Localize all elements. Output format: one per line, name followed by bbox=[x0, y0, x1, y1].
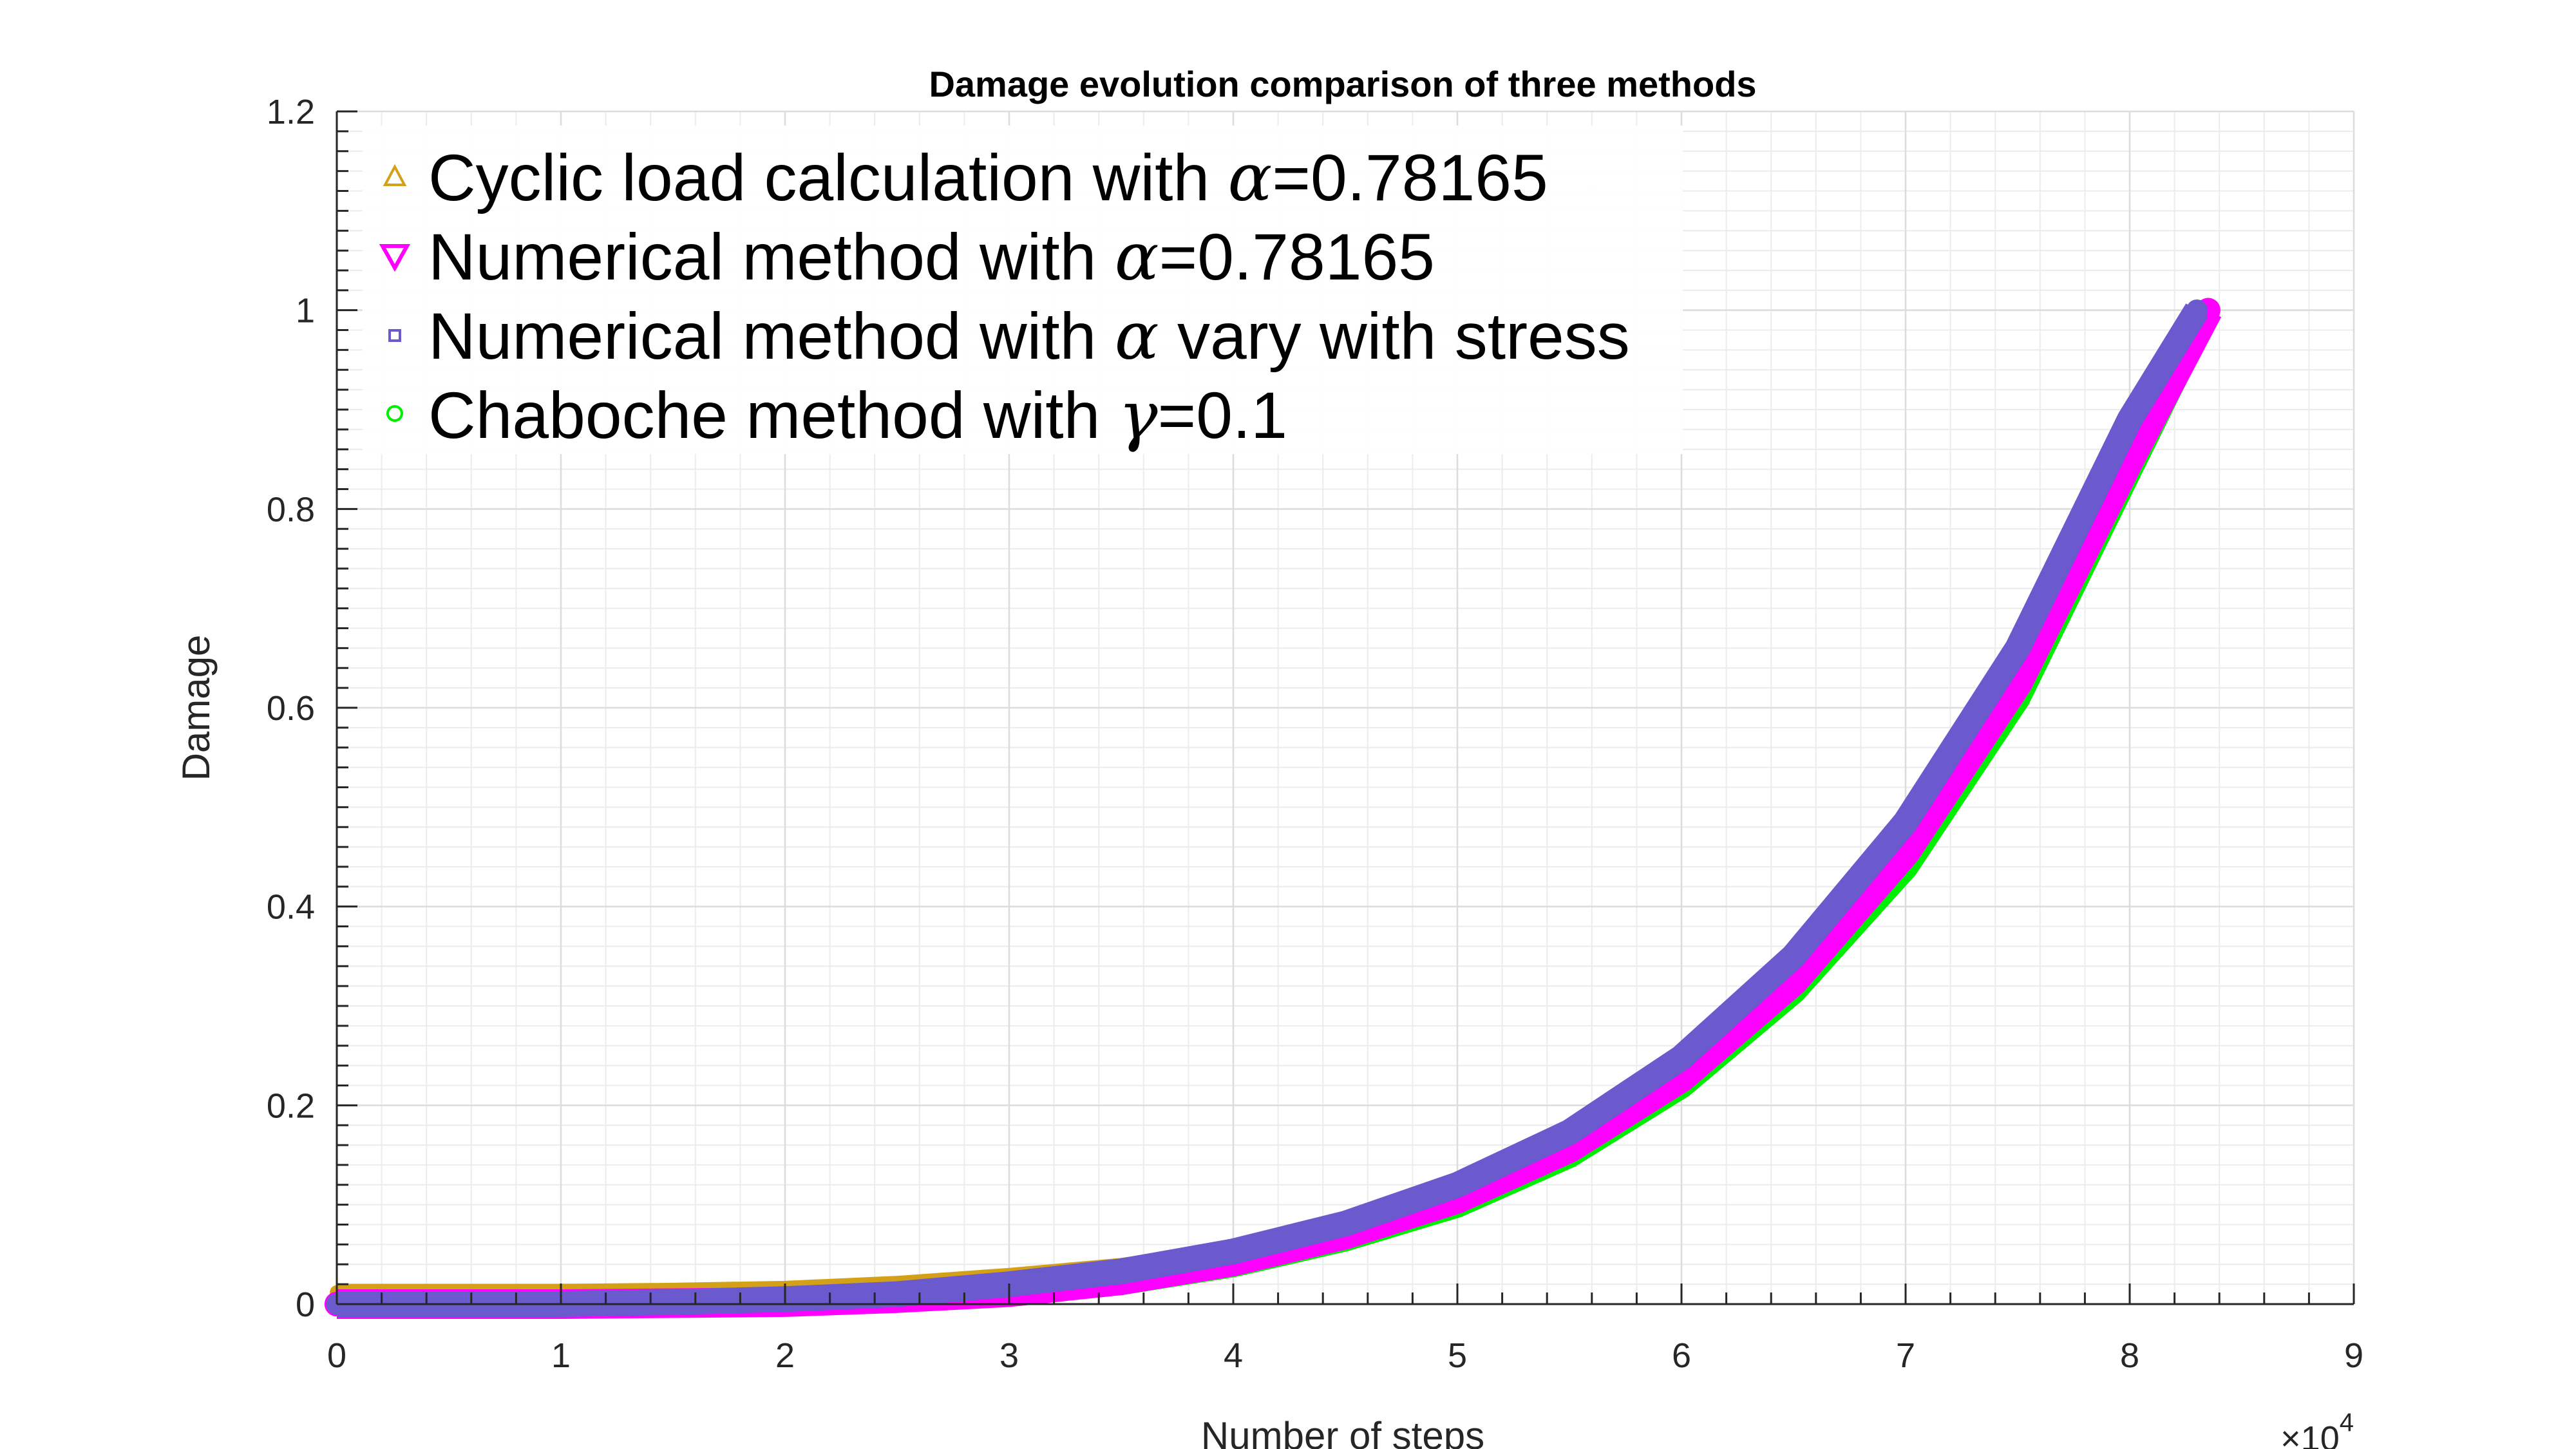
legend-text-suffix: =0.78165 bbox=[1159, 220, 1435, 294]
legend-marker-4 bbox=[386, 405, 403, 422]
series-3-point bbox=[1334, 1213, 1356, 1235]
series-3-point bbox=[2186, 299, 2208, 321]
y-axis-label: Damage bbox=[175, 635, 218, 781]
x-tick-label: 4 bbox=[1224, 1336, 1243, 1375]
legend-box bbox=[363, 126, 1683, 454]
legend-text-prefix: Numerical method with bbox=[428, 220, 1115, 294]
axes bbox=[336, 110, 2355, 1305]
y-tick-label: 0.8 bbox=[267, 490, 315, 529]
x-tick-label: 6 bbox=[1672, 1336, 1691, 1375]
series-3-point bbox=[1783, 945, 1804, 967]
y-tick-label: 1 bbox=[296, 292, 315, 330]
legend-marker-3 bbox=[388, 329, 401, 342]
series-3-point bbox=[1222, 1240, 1244, 1262]
legend-greek-symbol: α bbox=[1115, 298, 1159, 375]
series-3-point bbox=[1446, 1174, 1468, 1196]
legend-text-prefix: Cyclic load calculation with bbox=[428, 141, 1228, 214]
x-tick-label: 8 bbox=[2120, 1336, 2139, 1375]
series-3-point bbox=[1671, 1046, 1692, 1068]
legend-greek-symbol: α bbox=[1115, 219, 1159, 296]
legend: Cyclic load calculation with α=0.78165Nu… bbox=[363, 126, 1683, 454]
legend-greek-symbol: γ bbox=[1119, 377, 1159, 454]
x-tick-label: 5 bbox=[1448, 1336, 1467, 1375]
x-axis-exponent: ×104 bbox=[2280, 1408, 2354, 1449]
legend-text-prefix: Chaboche method with bbox=[428, 379, 1119, 452]
series-line-3 bbox=[337, 303, 2208, 1317]
y-tick-label: 0.4 bbox=[267, 888, 315, 927]
x-tick-label: 9 bbox=[2344, 1336, 2363, 1375]
y-tick-label: 0.6 bbox=[267, 689, 315, 728]
x-tick-label: 1 bbox=[551, 1336, 571, 1375]
series-3-point bbox=[662, 1291, 684, 1313]
series-3-point bbox=[886, 1283, 908, 1305]
series-3-point bbox=[1558, 1121, 1580, 1143]
x-exponent-power: 4 bbox=[2340, 1408, 2354, 1437]
y-tick-label: 0.2 bbox=[267, 1086, 315, 1125]
legend-greek-symbol: α bbox=[1228, 140, 1273, 216]
chart-title: Damage evolution comparison of three met… bbox=[929, 64, 1756, 104]
x-tick-label: 0 bbox=[327, 1336, 346, 1375]
legend-marker-2 bbox=[379, 244, 411, 272]
x-tick-label: 2 bbox=[775, 1336, 795, 1375]
legend-entry-4: Chaboche method with γ=0.1 bbox=[428, 377, 1287, 454]
legend-entry-1: Cyclic load calculation with α=0.78165 bbox=[428, 140, 1548, 216]
series-3-point bbox=[1895, 811, 1917, 833]
x-exponent-base: ×10 bbox=[2280, 1419, 2340, 1449]
series-3-point bbox=[2119, 408, 2141, 431]
legend-text-suffix: =0.1 bbox=[1158, 379, 1287, 452]
tick-labels: 0 1 2 3 4 5 6 7 8 9 0 0.2 0.4 0.6 0.8 1 1.2 bbox=[267, 93, 2363, 1375]
legend-text-prefix: Numerical method with bbox=[428, 299, 1115, 373]
legend-text-suffix: =0.78165 bbox=[1272, 141, 1548, 214]
x-tick-label: 7 bbox=[1896, 1336, 1915, 1375]
x-tick-label: 3 bbox=[999, 1336, 1019, 1375]
legend-text-suffix: vary with stress bbox=[1159, 299, 1630, 373]
series-3-point bbox=[1110, 1260, 1132, 1282]
legend-entry-3: Numerical method with α vary with stress bbox=[428, 298, 1630, 375]
legend-entry-2: Numerical method with α=0.78165 bbox=[428, 219, 1435, 296]
x-axis-label: Number of steps bbox=[1201, 1414, 1484, 1449]
y-tick-label: 0 bbox=[296, 1285, 315, 1324]
legend-marker-1 bbox=[383, 164, 407, 186]
y-tick-label: 1.2 bbox=[267, 93, 315, 131]
series-3-point bbox=[2007, 637, 2029, 659]
